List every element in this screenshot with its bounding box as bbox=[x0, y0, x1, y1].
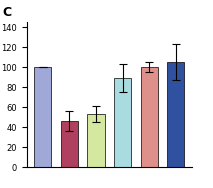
Bar bbox=[87, 114, 105, 167]
Bar bbox=[34, 67, 51, 167]
Text: C: C bbox=[2, 6, 11, 19]
Bar bbox=[61, 121, 78, 167]
Bar bbox=[114, 78, 131, 167]
Bar bbox=[140, 67, 158, 167]
Bar bbox=[167, 62, 184, 167]
